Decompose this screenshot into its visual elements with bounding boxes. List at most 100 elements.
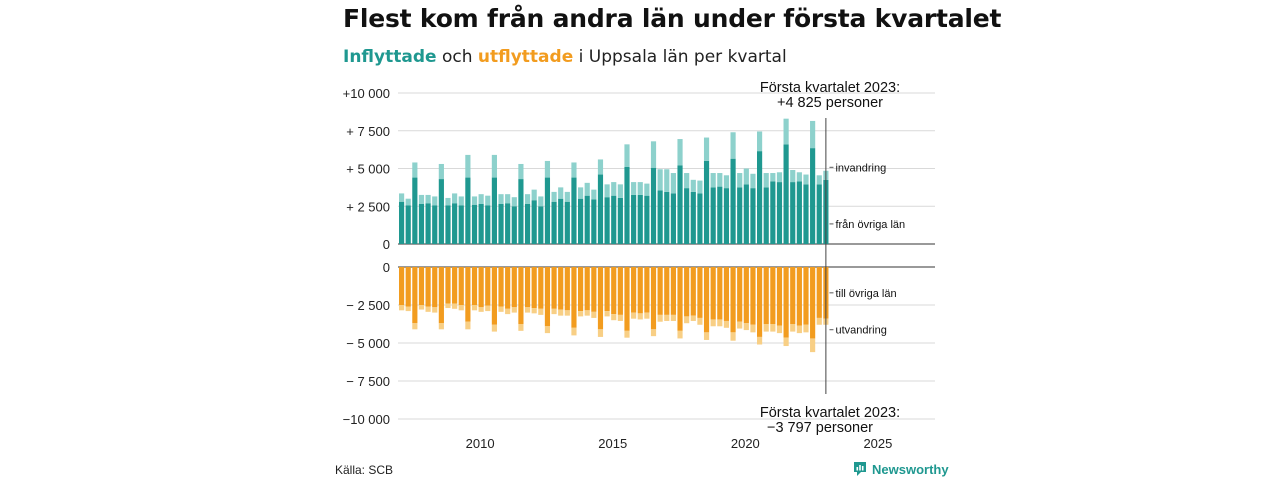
bar-till-ovriga-lan (491, 267, 497, 325)
bar-till-ovriga-lan (438, 267, 444, 324)
bar-utvandring (770, 324, 776, 332)
bar-utvandring (710, 319, 716, 327)
bar-fran-ovriga-lan (783, 144, 789, 244)
bar-fran-ovriga-lan (763, 187, 769, 244)
annotation-top-line2: +4 825 personer (777, 95, 883, 111)
bar-fran-ovriga-lan (538, 206, 544, 244)
bar-till-ovriga-lan (571, 267, 577, 328)
bar-utvandring (677, 330, 683, 339)
bar-utvandring (810, 338, 816, 353)
bar-fran-ovriga-lan (597, 174, 604, 244)
bar-till-ovriga-lan (405, 267, 411, 307)
series-label: invandring (835, 162, 886, 174)
bar-till-ovriga-lan (465, 267, 471, 322)
bar-utvandring (531, 308, 537, 314)
bar-invandring (465, 154, 471, 178)
bar-fran-ovriga-lan (584, 195, 590, 244)
bar-fran-ovriga-lan (452, 203, 458, 244)
bar-utvandring (412, 323, 418, 330)
bar-utvandring (538, 308, 544, 315)
bar-fran-ovriga-lan (637, 194, 643, 244)
bar-fran-ovriga-lan (723, 188, 730, 244)
annotation-bottom-line1: Första kvartalet 2023: (760, 405, 900, 421)
bar-till-ovriga-lan (796, 267, 802, 326)
bar-fran-ovriga-lan (717, 186, 723, 244)
bar-fran-ovriga-lan (750, 188, 756, 244)
bar-invandring (564, 191, 570, 202)
bar-fran-ovriga-lan (770, 181, 776, 244)
bar-fran-ovriga-lan (776, 182, 783, 244)
bar-fran-ovriga-lan (617, 197, 623, 244)
y-tick-label: −10 000 (343, 412, 390, 427)
bar-till-ovriga-lan (810, 267, 816, 339)
bar-invandring (644, 183, 650, 196)
bar-invandring (445, 197, 451, 206)
bar-till-ovriga-lan (644, 267, 650, 313)
brand-name: Newsworthy (872, 461, 949, 477)
bar-invandring (511, 197, 517, 207)
bar-fran-ovriga-lan (458, 205, 464, 244)
bar-till-ovriga-lan (584, 267, 590, 311)
bar-utvandring (418, 305, 425, 310)
bar-fran-ovriga-lan (438, 179, 444, 244)
bar-invandring (763, 173, 769, 188)
bar-invandring (438, 163, 444, 180)
bar-utvandring (505, 308, 511, 315)
bar-invandring (452, 193, 458, 204)
bar-fran-ovriga-lan (690, 191, 696, 244)
speech-bubble-icon (854, 462, 866, 476)
bar-utvandring (485, 305, 491, 312)
bar-utvandring (518, 324, 524, 331)
bar-till-ovriga-lan (664, 267, 670, 315)
bar-till-ovriga-lan (783, 267, 789, 338)
bar-invandring (617, 184, 623, 198)
bar-fran-ovriga-lan (412, 177, 418, 244)
bar-fran-ovriga-lan (730, 158, 736, 244)
bar-fran-ovriga-lan (551, 201, 557, 244)
bar-till-ovriga-lan (452, 267, 458, 304)
bar-utvandring (571, 327, 577, 336)
bar-utvandring (684, 316, 690, 324)
bar-invandring (584, 182, 590, 196)
bar-fran-ovriga-lan (657, 190, 663, 244)
bar-utvandring (591, 311, 597, 318)
bar-invandring (803, 174, 809, 185)
bar-invandring (591, 189, 597, 200)
bar-fran-ovriga-lan (405, 205, 411, 244)
series-label: från övriga län (835, 219, 905, 231)
bar-utvandring (432, 307, 438, 313)
bar-invandring (677, 139, 683, 166)
annotation-top-line1: Första kvartalet 2023: (760, 80, 900, 96)
bar-utvandring (604, 311, 610, 317)
bar-utvandring (558, 309, 564, 316)
bar-invandring (578, 187, 584, 199)
bar-utvandring (750, 324, 756, 333)
newsworthy-logo[interactable]: Newsworthy (853, 461, 949, 477)
bar-invandring (531, 189, 537, 201)
bar-invandring (458, 196, 464, 206)
subtitle-rest: i Uppsala län per kvartal (573, 47, 787, 67)
bar-till-ovriga-lan (790, 267, 796, 324)
bar-fran-ovriga-lan (425, 203, 431, 244)
bar-till-ovriga-lan (617, 267, 623, 315)
bar-fran-ovriga-lan (591, 199, 597, 244)
bar-invandring (743, 168, 749, 185)
bar-till-ovriga-lan (478, 267, 484, 308)
y-tick-label: +10 000 (343, 86, 390, 101)
bar-invandring (710, 173, 716, 188)
x-tick-label: 2020 (731, 436, 760, 451)
bar-fran-ovriga-lan (498, 203, 504, 244)
bar-till-ovriga-lan (723, 267, 730, 321)
bar-fran-ovriga-lan (624, 166, 630, 244)
bar-utvandring (723, 320, 730, 328)
bar-utvandring (597, 329, 604, 337)
bar-invandring (770, 173, 776, 182)
bar-till-ovriga-lan (743, 267, 749, 324)
bar-till-ovriga-lan (544, 267, 551, 327)
bar-fran-ovriga-lan (518, 179, 524, 244)
bar-invandring (637, 182, 643, 195)
bar-till-ovriga-lan (737, 267, 743, 322)
bar-utvandring (657, 314, 663, 322)
bar-utvandring (637, 313, 643, 320)
subtitle-connector: och (436, 47, 478, 67)
